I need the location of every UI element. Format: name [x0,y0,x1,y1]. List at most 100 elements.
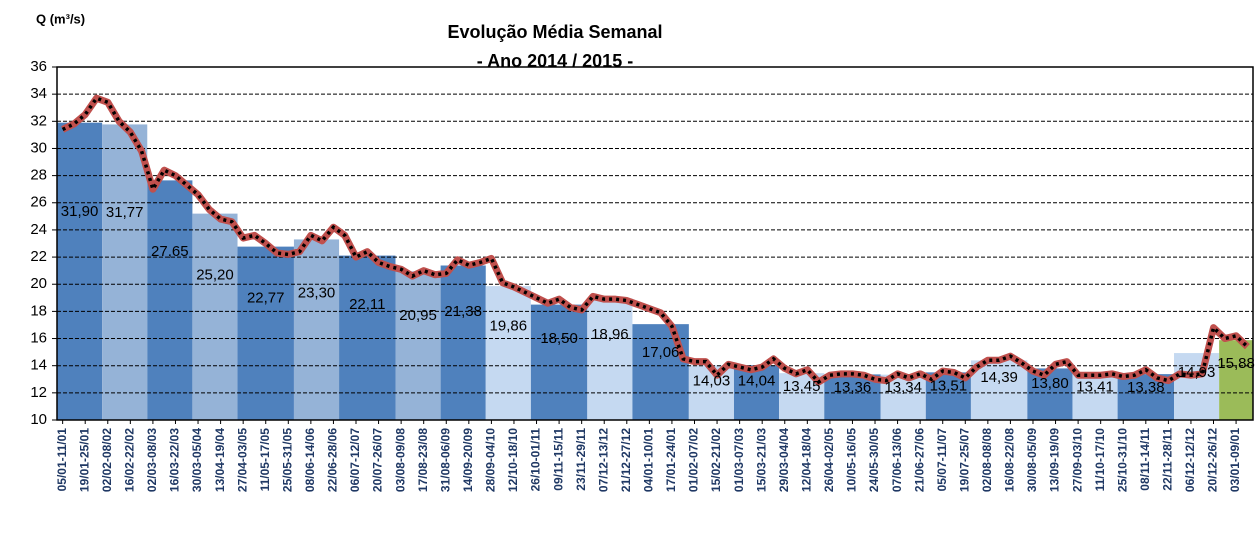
bar [339,255,396,420]
x-tick-label: 08/11-14/11 [1138,428,1152,491]
bar [824,374,881,420]
bar [237,246,294,420]
bar [147,180,193,420]
data-label: 13,36 [834,379,872,396]
x-tick-label: 12/10-18/10 [506,428,520,492]
x-tick-label: 06/12-12/12 [1183,428,1197,492]
y-axis-label: Q (m³/s) [36,11,85,26]
bar [192,213,238,420]
x-tick-label: 16/03-22/03 [168,428,182,492]
data-label: 19,86 [490,317,528,334]
bar [530,304,588,420]
x-tick-label: 16/02-22/02 [123,428,137,492]
data-label: 22,11 [349,296,385,313]
bar [293,239,340,420]
y-tick-label: 14 [30,357,47,374]
x-tick-label: 21/12-27/12 [619,428,633,492]
chart-title: Evolução Média Semanal [447,22,662,42]
bar [1027,368,1073,420]
data-label: 23,30 [298,285,336,302]
data-label: 14,04 [738,373,776,390]
data-label: 13,51 [930,378,968,395]
data-label: 18,96 [591,326,629,343]
y-tick-label: 24 [30,221,47,238]
x-tick-label: 09/11-15/11 [551,428,565,491]
data-label: 20,95 [399,307,437,324]
x-tick-label: 26/10-01/11 [529,428,543,492]
data-label: 25,20 [196,267,234,284]
x-tick-label: 17/01-24/01 [664,428,678,492]
y-tick-label: 36 [30,58,47,75]
x-tick-label: 12/04-18/04 [799,428,813,492]
x-tick-label: 20/12-26/12 [1206,428,1220,492]
x-tick-label: 25/05-31/05 [280,428,294,492]
bar [970,360,1028,420]
x-tick-label: 14/09-20/09 [461,428,475,492]
plot-border [56,66,1254,421]
x-tick-label: 02/08-08/08 [980,428,994,492]
x-tick-label: 01/02-07/02 [687,428,701,492]
x-tick-label: 25/10-31/10 [1115,428,1129,492]
y-tick-label: 26 [30,194,47,211]
data-label: 18,50 [540,330,578,347]
y-tick-label: 22 [30,248,47,265]
x-tick-label: 07/12-13/12 [596,428,610,492]
y-tick-label: 16 [30,330,47,347]
bar [485,286,531,420]
y-tick-label: 32 [30,112,47,129]
x-tick-label: 28/09-04/10 [484,428,498,492]
x-tick-label: 19/07-25/07 [957,428,971,492]
y-tick-label: 10 [30,411,47,428]
x-tick-label: 30/03-05/04 [190,428,204,492]
x-tick-label: 16/08-22/08 [1003,428,1017,492]
y-tick-label: 34 [30,85,47,102]
x-tick-label: 02/02-08/02 [100,428,114,492]
x-tick-label: 02/03-08/03 [145,428,159,492]
x-tick-label: 19/01-25/01 [77,428,91,492]
x-tick-label: 30/08-05/09 [1025,428,1039,492]
x-tick-label: 05/01-11/01 [55,428,69,492]
x-tick-label: 31/08-06/09 [438,428,452,492]
x-tick-label: 21/06-27/06 [912,428,926,492]
weekly-line [61,94,1250,386]
data-label: 14,93 [1178,364,1216,381]
x-tick-label: 11/05-17/05 [258,428,272,492]
y-tick-label: 28 [30,167,47,184]
data-label: 13,38 [1127,379,1165,396]
x-tick-label: 27/09-03/10 [1070,428,1084,492]
chart-subtitle: - Ano 2014 / 2015 - [477,51,633,71]
x-tick-label: 06/07-12/07 [348,428,362,492]
x-tick-label: 23/11-29/11 [574,428,588,491]
data-label: 13,41 [1076,379,1114,396]
x-tick-label: 11/10-17/10 [1093,428,1107,492]
bar [102,124,148,420]
x-tick-label: 08/06-14/06 [303,428,317,492]
y-tick-label: 12 [30,384,47,401]
data-label: 13,34 [884,379,922,396]
data-label: 13,45 [783,378,821,395]
bar [587,298,633,420]
x-tick-label: 15/02-21/02 [709,428,723,492]
y-tick-label: 18 [30,302,47,319]
bar [1219,340,1253,420]
data-label: 22,77 [247,290,285,307]
x-tick-label: 01/03-07/03 [732,428,746,492]
data-label: 14,03 [693,373,731,390]
x-tick-label: 22/06-28/06 [326,428,340,492]
data-label: 31,77 [106,204,144,221]
x-tick-label: 20/07-26/07 [371,428,385,492]
x-tick-label: 03/01-09/01 [1228,428,1242,492]
x-tick-label: 15/03-21/03 [754,428,768,492]
data-label: 21,38 [444,303,482,320]
x-tick-label: 13/04-19/04 [213,428,227,492]
bar [395,271,441,420]
x-tick-label: 10/05-16/05 [845,428,859,492]
y-tick-label: 20 [30,275,47,292]
data-label: 31,90 [61,203,99,220]
bar [1072,373,1118,420]
x-tick-label: 26/04-02/05 [822,428,836,492]
x-tick-label: 29/03-04/04 [777,428,791,492]
bar [440,265,486,420]
